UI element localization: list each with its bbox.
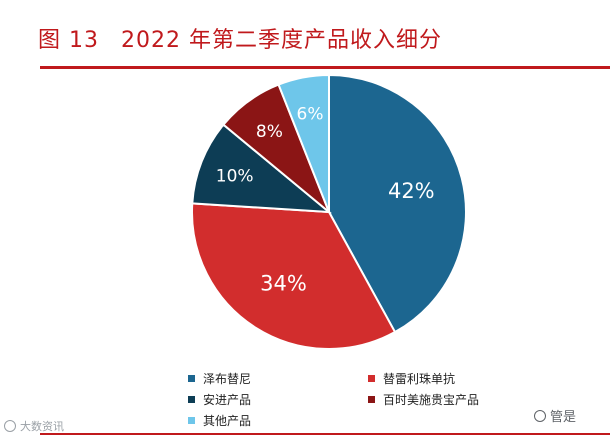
legend-item-other: 其他产品 xyxy=(188,412,368,429)
figure-title-row: 图 13 2022 年第二季度产品收入细分 xyxy=(38,18,442,58)
pie-label-other: 6% xyxy=(297,104,324,124)
at-icon xyxy=(534,409,546,422)
legend-swatch xyxy=(368,375,375,382)
pie-label-bms: 8% xyxy=(256,122,283,142)
legend-label: 百时美施贵宝产品 xyxy=(383,393,480,407)
legend-label: 其他产品 xyxy=(203,414,252,428)
legend-item-amgen: 安进产品 xyxy=(188,391,368,408)
legend-swatch xyxy=(188,375,195,382)
pie-slice-other xyxy=(277,73,330,213)
legend-swatch xyxy=(188,396,195,403)
camera-icon xyxy=(4,420,16,432)
watermark-right: 管是 xyxy=(534,406,576,425)
pie-slice-amgen xyxy=(191,123,333,214)
legend-swatch xyxy=(368,396,375,403)
figure-title: 2022 年第二季度产品收入细分 xyxy=(121,28,442,53)
pie-slice-tislelizumab xyxy=(191,202,397,350)
pie-label-tislelizumab: 34% xyxy=(260,272,307,296)
watermark-left-text: 大数资讯 xyxy=(20,420,64,433)
chart-legend: 泽布替尼 替雷利珠单抗 安进产品 百时美施贵宝产品 其他产品 xyxy=(188,370,528,429)
legend-item-zanubrutinib: 泽布替尼 xyxy=(188,370,368,387)
pie-label-zanubrutinib: 42% xyxy=(388,179,435,203)
legend-item-bms: 百时美施贵宝产品 xyxy=(368,391,528,408)
legend-label: 安进产品 xyxy=(203,393,252,407)
watermark-left: 大数资讯 xyxy=(4,418,64,434)
figure-number: 图 13 xyxy=(38,28,99,53)
pie-slice-zanubrutinib xyxy=(328,73,467,334)
title-divider xyxy=(40,66,610,69)
legend-label: 替雷利珠单抗 xyxy=(383,372,456,386)
legend-item-tislelizumab: 替雷利珠单抗 xyxy=(368,370,528,387)
pie-label-amgen: 10% xyxy=(216,167,254,187)
bottom-divider xyxy=(40,433,610,435)
watermark-right-text: 管是 xyxy=(550,410,577,425)
legend-swatch xyxy=(188,417,195,424)
legend-label: 泽布替尼 xyxy=(203,372,252,386)
